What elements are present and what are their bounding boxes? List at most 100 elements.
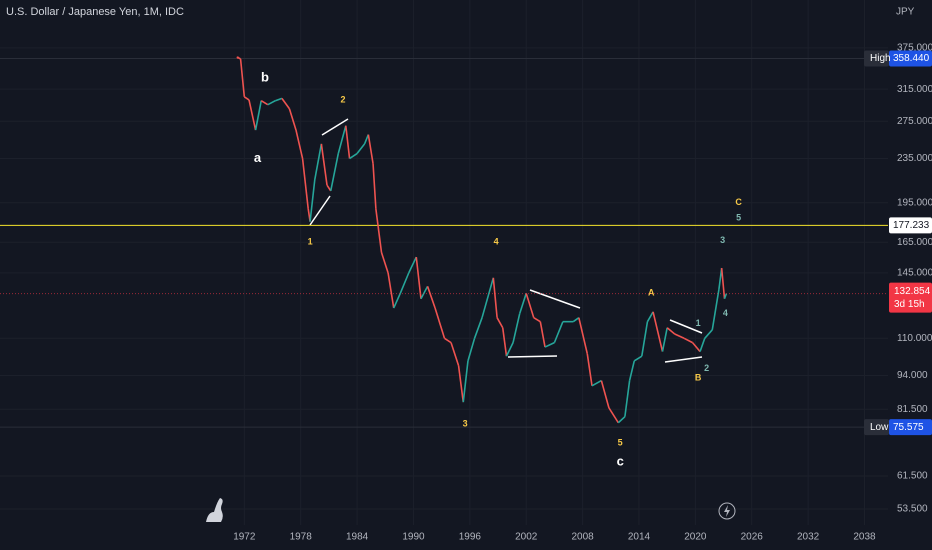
- price-segment: [375, 208, 383, 253]
- chart-title: U.S. Dollar / Japanese Yen, 1M, IDC: [6, 6, 184, 18]
- price-segment: [699, 338, 706, 352]
- price-segment: [275, 97, 283, 102]
- price-segment: [415, 256, 422, 299]
- price-segment: [450, 342, 460, 366]
- y-tick-label: 110.000: [897, 333, 932, 344]
- price-segment: [420, 285, 429, 300]
- price-segment: [367, 134, 374, 164]
- price-segment: [345, 125, 351, 159]
- x-tick-label: 1990: [402, 532, 425, 543]
- wave-label: 3: [720, 235, 725, 245]
- y-tick-label: 375.000: [897, 43, 932, 54]
- alert-bolt[interactable]: [724, 505, 730, 517]
- price-segment: [309, 179, 316, 222]
- price-segment: [723, 293, 728, 300]
- wave-label: C: [735, 197, 742, 207]
- price-segment: [444, 337, 452, 344]
- trendline: [507, 355, 558, 358]
- price-segment: [711, 289, 720, 330]
- price-segment: [248, 99, 257, 131]
- x-tick-label: 1972: [233, 532, 256, 543]
- price-segment: [512, 313, 521, 343]
- price-segment: [481, 277, 495, 318]
- price-segment: [363, 134, 370, 145]
- x-tick-label: 1996: [459, 532, 482, 543]
- price-label: 358.440: [893, 53, 930, 64]
- wave-label: 5: [618, 437, 623, 447]
- price-segment: [652, 311, 664, 352]
- price-segment: [525, 293, 535, 318]
- y-tick-label: 165.000: [897, 237, 932, 248]
- price-segment: [434, 307, 446, 339]
- y-tick-label: 53.500: [897, 504, 928, 515]
- price-segment: [288, 108, 297, 131]
- y-tick-label: 61.500: [897, 471, 928, 482]
- price-segment: [586, 353, 593, 386]
- trendline: [664, 356, 703, 363]
- price-segment: [260, 100, 269, 106]
- price-segment: [457, 365, 465, 403]
- wave-label: 5: [736, 213, 741, 223]
- wave-label: 2: [704, 363, 709, 373]
- wave-label: 1: [696, 318, 701, 328]
- price-segment: [473, 317, 483, 339]
- price-segment: [387, 272, 395, 309]
- wave-label: 4: [494, 237, 499, 247]
- y-tick-label: 315.000: [897, 84, 932, 95]
- price-segment: [600, 380, 610, 409]
- price-segment: [641, 321, 649, 357]
- price-segment: [553, 321, 564, 343]
- price-segment: [544, 341, 555, 348]
- x-tick-label: 2020: [684, 532, 707, 543]
- price-segment: [646, 311, 654, 323]
- x-tick-label: 2014: [628, 532, 651, 543]
- price-segment: [462, 360, 469, 403]
- price-segment: [426, 286, 436, 309]
- last-price-label: 132.854: [894, 286, 931, 297]
- x-tick-label: 2038: [853, 532, 876, 543]
- price-segment: [399, 272, 410, 294]
- trendlines: [309, 118, 703, 363]
- price-segment: [628, 360, 636, 381]
- price-segment: [380, 252, 389, 274]
- price-segment: [267, 99, 276, 106]
- alert-circle[interactable]: [718, 502, 736, 520]
- y-tick-label: 235.000: [897, 153, 932, 164]
- price-label: 177.233: [893, 220, 930, 231]
- trendline: [669, 319, 703, 334]
- price-segment: [683, 337, 693, 344]
- wave-label: b: [261, 70, 269, 85]
- price-segment: [572, 317, 580, 323]
- x-tick-label: 1978: [290, 532, 313, 543]
- currency: JPY: [896, 7, 915, 18]
- price-segment: [356, 143, 366, 155]
- logo-shape: [206, 498, 223, 522]
- price-box: [889, 419, 932, 436]
- price-segment: [704, 329, 713, 339]
- y-tick-label: 275.000: [897, 116, 932, 127]
- price-segment: [624, 380, 631, 417]
- wave-label: c: [617, 454, 624, 469]
- price-box: [889, 50, 932, 67]
- price-segment: [691, 342, 701, 353]
- price-segment: [349, 152, 358, 160]
- trendline: [321, 118, 349, 136]
- price-segment: [239, 58, 246, 97]
- x-tick-label: 2002: [515, 532, 538, 543]
- price-segment: [314, 143, 323, 180]
- price-segment: [674, 333, 685, 340]
- price-segment: [329, 153, 340, 192]
- price-segment: [633, 355, 643, 362]
- trendline: [309, 195, 331, 226]
- price-box: [889, 217, 932, 234]
- price-segment: [320, 143, 328, 186]
- wave-label: 3: [463, 418, 468, 428]
- price-segment: [243, 96, 250, 101]
- price-label: 75.575: [893, 422, 924, 433]
- alert-icon[interactable]: [718, 502, 736, 520]
- wave-label: B: [695, 372, 702, 382]
- price-segment: [301, 158, 310, 209]
- price-segment: [408, 256, 418, 274]
- price-segment: [591, 379, 602, 387]
